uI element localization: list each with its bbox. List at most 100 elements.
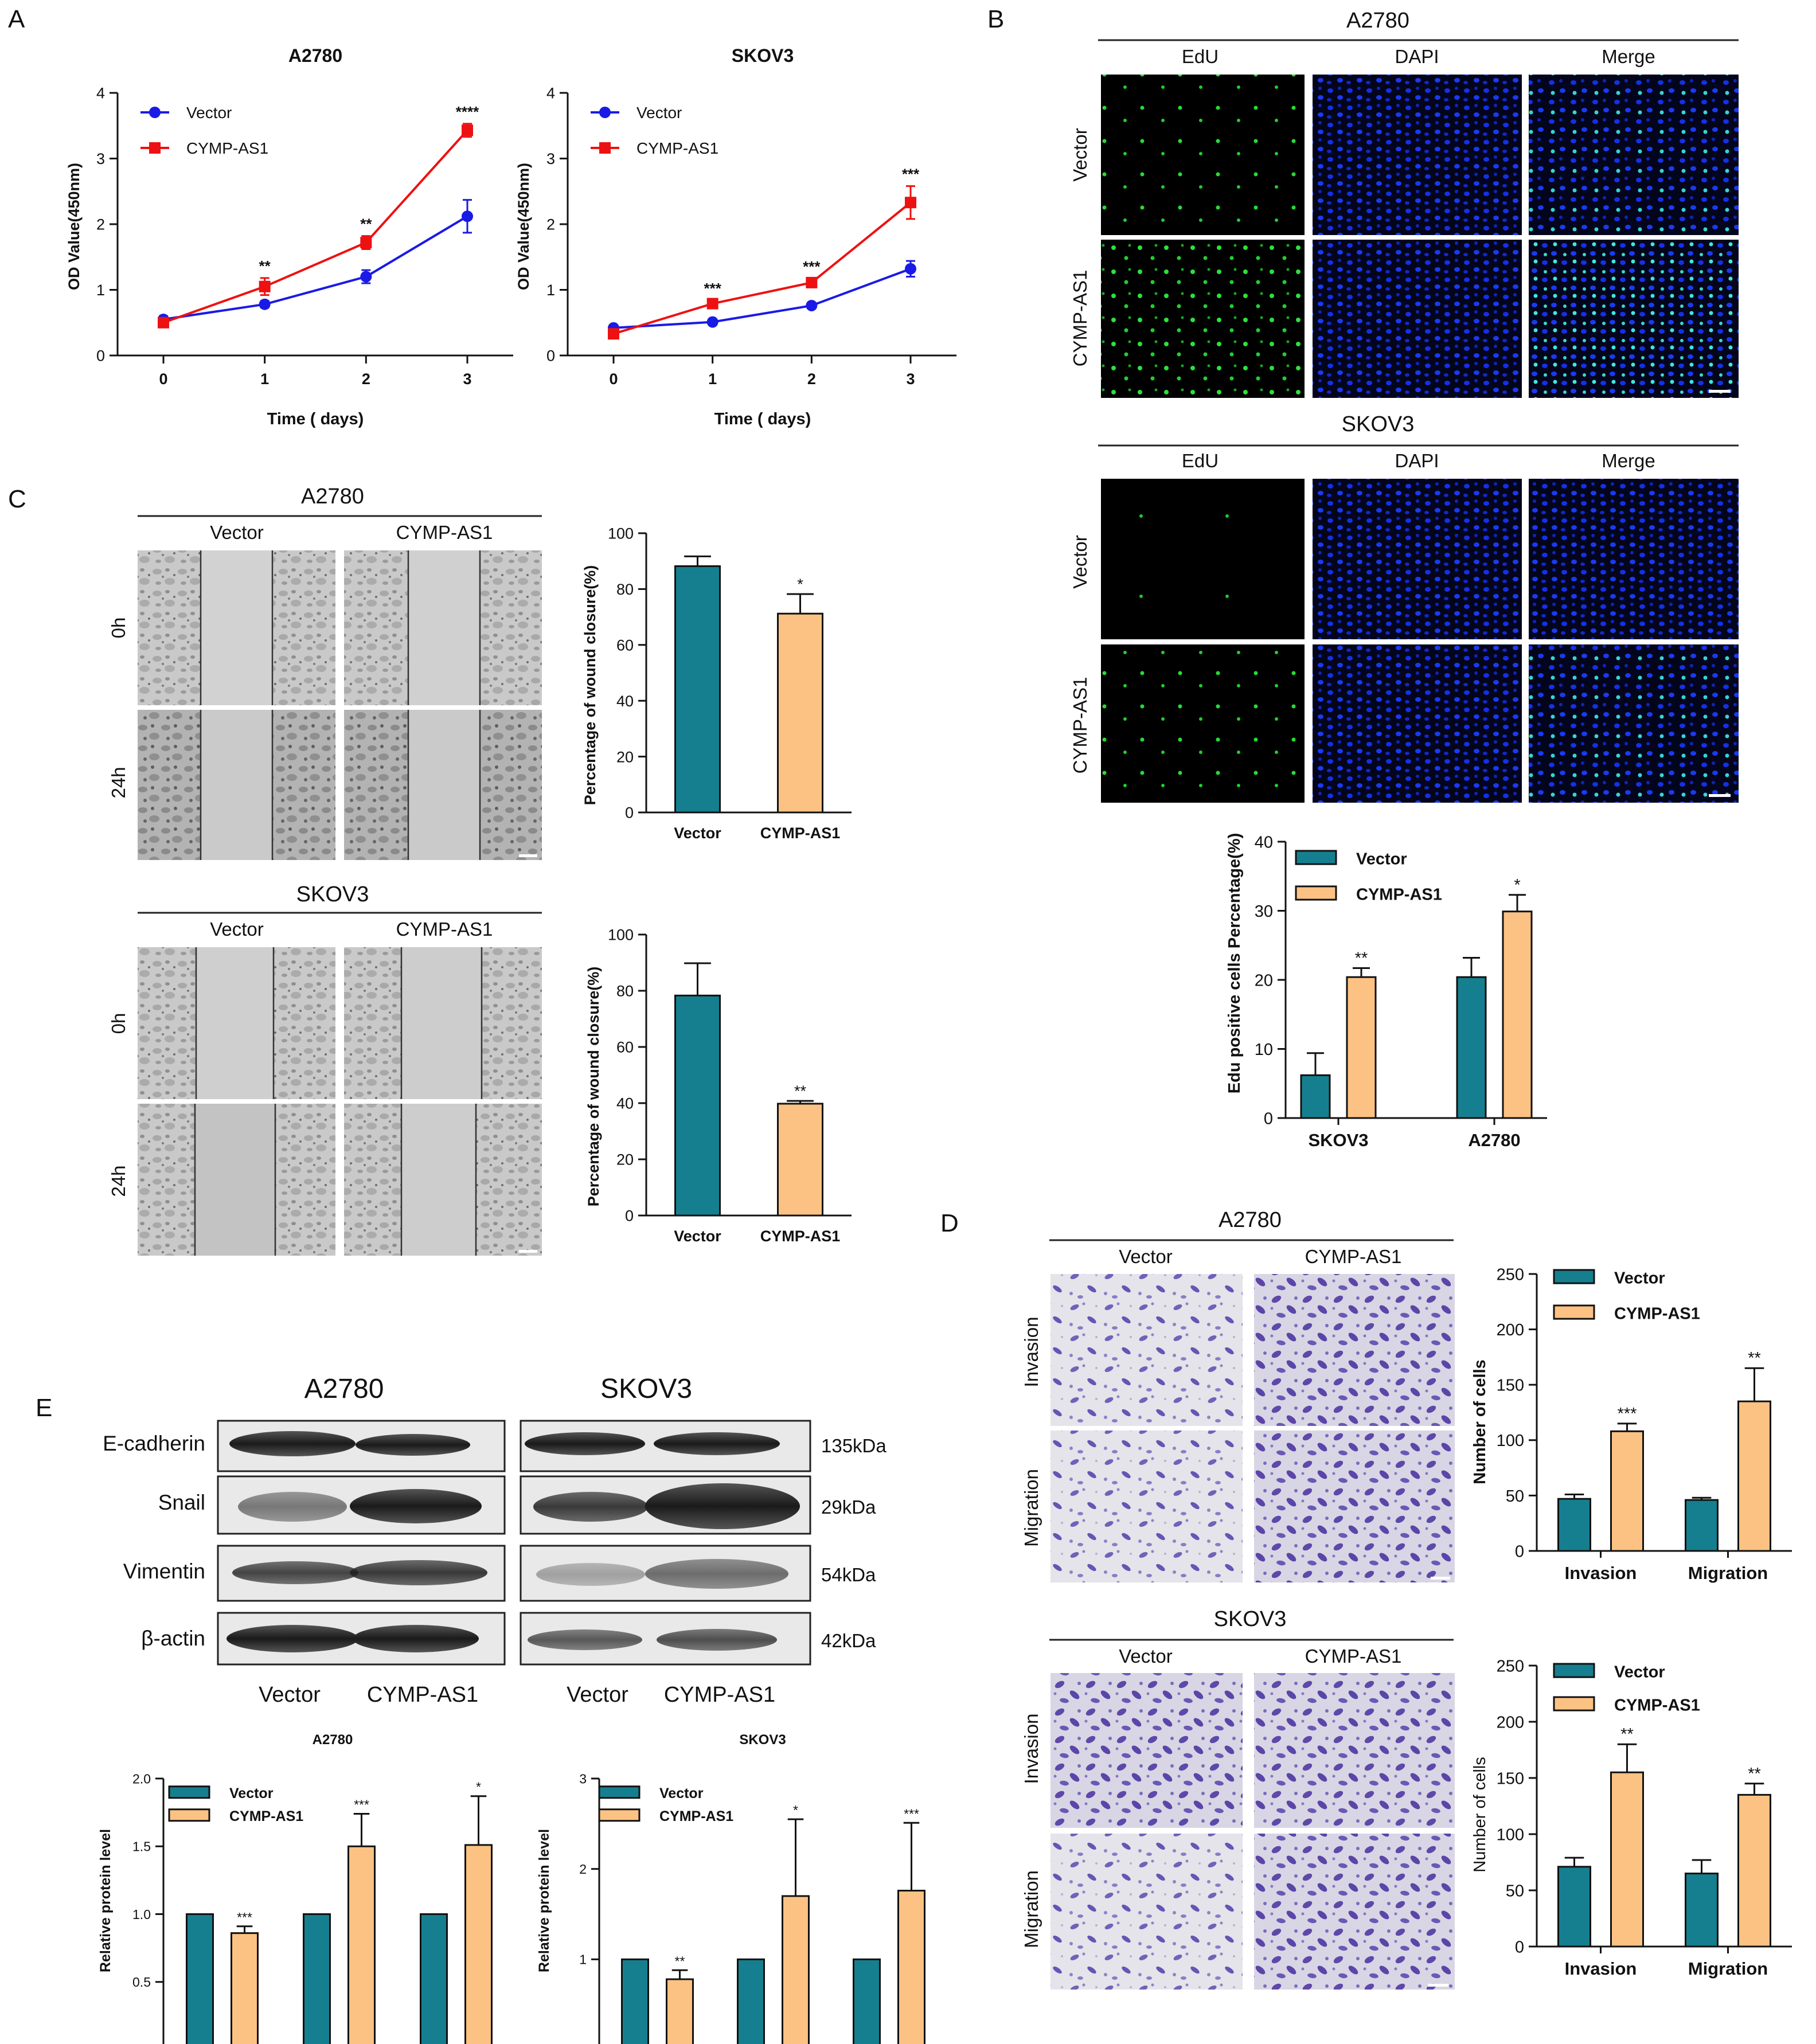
x-tick-label: Vector — [674, 1228, 721, 1245]
group-title-skov3: SKOV3 — [296, 882, 369, 906]
significance-stars: ** — [1748, 1349, 1761, 1367]
panel-b-images: A2780 EdU DAPI Merge Vector CYMP-AS1 SKO… — [1069, 9, 1739, 803]
chart-e-skov3: SKOV3 Relative protein level 0123E-cadhe… — [536, 1732, 925, 2044]
data-point — [905, 197, 916, 209]
x-tick-label: Invasion — [1565, 1959, 1637, 1979]
time-label-0h: 0h — [108, 1013, 129, 1034]
y-tick-label: 150 — [1497, 1769, 1524, 1788]
y-axis-label: Relative protein level — [97, 1829, 114, 1972]
x-tick-label: 0 — [159, 370, 167, 388]
wound-gap — [195, 1104, 275, 1256]
x-tick-label: 2 — [807, 370, 816, 388]
chart-e-a2780: A2780 Relative protein level 0.0 0.5 1.0 1.… — [97, 1732, 493, 2044]
y-tick-label: 20 — [1255, 971, 1273, 990]
time-label-0h: 0h — [108, 618, 129, 639]
x-tick-label: SKOV3 — [1308, 1130, 1368, 1150]
y-tick-label: 40 — [616, 1095, 634, 1112]
significance-stars: * — [793, 1803, 798, 1818]
x-axis-label: Time ( days) — [267, 410, 364, 428]
legend-label: CYMP-AS1 — [636, 139, 718, 157]
y-tick-label: 100 — [608, 525, 634, 542]
legend-swatch — [1295, 850, 1337, 865]
significance-stars: ** — [1620, 1725, 1634, 1744]
blot-group-skov3: SKOV3 — [600, 1374, 692, 1404]
x-tick-label: 3 — [463, 370, 471, 388]
y-axis-label: Number of cells — [1471, 1757, 1489, 1872]
row-label-migration: Migration — [1021, 1469, 1042, 1547]
data-point — [706, 316, 718, 328]
legend-label: CYMP-AS1 — [1614, 1696, 1700, 1714]
legend-label: Vector — [1614, 1269, 1665, 1287]
significance-stars: * — [1514, 876, 1520, 894]
panel-letter-a: A — [8, 5, 25, 33]
legend-label: Vector — [1614, 1663, 1665, 1681]
legend-swatch — [598, 1808, 641, 1822]
y-tick-label: 1 — [96, 282, 105, 299]
legend-label: Vector — [186, 104, 232, 122]
data-point — [259, 298, 271, 310]
lane-label: Vector — [259, 1683, 321, 1707]
y-tick-label: 0 — [579, 2042, 587, 2044]
cond-label-cymp: CYMP-AS1 — [396, 522, 493, 543]
chart-title: A2780 — [313, 1732, 353, 1748]
size-label: 54kDa — [821, 1564, 876, 1585]
size-label: 135kDa — [821, 1435, 886, 1456]
chart-c-skov3: Percentage of wound closure(%) 0 20 40 60 80… — [585, 927, 852, 1245]
legend-label: CYMP-AS1 — [1614, 1304, 1700, 1323]
legend-marker — [149, 142, 161, 154]
x-tick-label: 2 — [362, 370, 370, 388]
y-tick-label: 0 — [1515, 1938, 1524, 1956]
significance-stars: * — [797, 576, 803, 593]
cond-label-cymp: CYMP-AS1 — [396, 919, 493, 940]
micrograph-merge-cymp — [1529, 240, 1739, 398]
chart-title: SKOV3 — [739, 1732, 786, 1748]
x-axis-label: Time ( days) — [714, 410, 811, 428]
series-line — [163, 215, 468, 321]
significance-stars: * — [476, 1780, 481, 1795]
x-tick-label: Invasion — [1565, 1563, 1637, 1583]
y-tick-label: 60 — [616, 637, 634, 654]
significance-stars: *** — [803, 258, 821, 275]
panel-letter-d: D — [940, 1209, 959, 1237]
wound-edges — [194, 947, 483, 1256]
significance-stars: *** — [354, 1797, 369, 1812]
channel-label-edu: EdU — [1182, 450, 1219, 471]
micrograph-migration-cymp — [1254, 1431, 1455, 1582]
y-tick-label: 0.5 — [132, 1975, 151, 1990]
y-tick-label: 3 — [579, 1771, 587, 1786]
series-line — [613, 201, 912, 335]
channel-label-merge: Merge — [1602, 46, 1655, 67]
bar — [1557, 1866, 1591, 1948]
size-label: 42kDa — [821, 1630, 876, 1651]
x-tick-label: Migration — [1688, 1959, 1768, 1979]
legend-swatch — [168, 1785, 210, 1799]
bar — [1610, 1430, 1644, 1552]
bar — [1557, 1498, 1591, 1552]
micrograph-merge-vector — [1529, 75, 1739, 235]
chart-c-a2780: Percentage of wound closure(%) 0 20 40 60 80… — [581, 525, 852, 842]
data-point — [706, 298, 718, 310]
chart-title: A2780 — [288, 45, 342, 66]
series-line — [163, 129, 468, 324]
y-tick-label: 4 — [96, 85, 105, 102]
y-tick-label: 0 — [1515, 1542, 1524, 1561]
group-title-skov3: SKOV3 — [1214, 1607, 1287, 1631]
significance-stars: ** — [259, 257, 271, 275]
blot-bands — [226, 1431, 800, 1652]
row-label-vector: Vector — [1069, 535, 1091, 589]
blot-group-a2780: A2780 — [304, 1374, 384, 1404]
legend-label: Vector — [229, 1785, 274, 1801]
protein-label-snail: Snail — [158, 1491, 205, 1514]
micrograph-edu-vector — [1101, 479, 1305, 639]
chart-a-skov3: SKOV3 OD Value(450nm) Time ( days) 0 1 2 3 4… — [515, 45, 956, 428]
legend-marker — [599, 107, 611, 118]
y-axis-label: Number of cells — [1471, 1359, 1489, 1484]
legend-label: CYMP-AS1 — [1356, 885, 1442, 904]
y-tick-label: 10 — [1255, 1041, 1273, 1059]
y-tick-label: 30 — [1255, 902, 1273, 921]
bar — [897, 1890, 925, 2044]
x-tick-label: Migration — [1688, 1563, 1768, 1583]
bar — [1737, 1793, 1771, 1948]
cond-label-vector: Vector — [1119, 1646, 1173, 1667]
panel-d-images: A2780 Vector CYMP-AS1 Invasion Migration… — [1021, 1208, 1455, 1990]
